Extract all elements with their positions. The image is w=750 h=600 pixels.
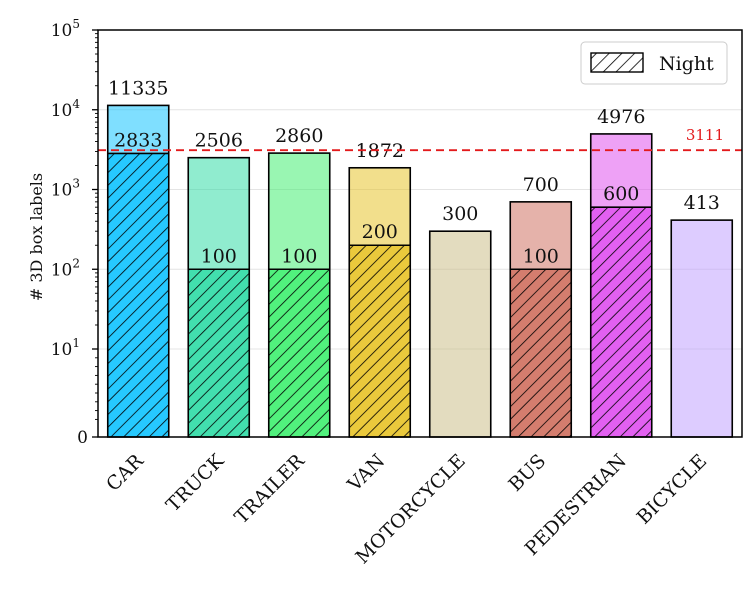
total-value-label: 413 <box>684 192 720 214</box>
bar-total-segment <box>268 153 330 270</box>
bar-night-hatch <box>510 269 572 437</box>
reference-line-label: 3111 <box>686 126 724 144</box>
y-tick-label: 0 <box>77 428 88 448</box>
night-value-label: 100 <box>281 245 317 267</box>
bar-total-segment <box>590 133 652 208</box>
bar-total-segment <box>349 167 411 246</box>
night-value-label: 100 <box>523 245 559 267</box>
category-label: CAR <box>102 449 148 495</box>
bar-night-hatch <box>268 269 330 437</box>
y-axis-title: # 3D box labels <box>27 173 46 301</box>
bar-night-hatch <box>590 207 652 437</box>
bar-total-segment <box>670 219 734 438</box>
legend-label: Night <box>659 53 714 75</box>
bar-total-segment <box>188 157 250 270</box>
bar-total-segment <box>428 230 492 438</box>
y-tick-label: 102 <box>51 256 80 280</box>
category-label: TRAILER <box>230 449 309 528</box>
total-value-label: 300 <box>442 203 478 225</box>
total-value-label: 2860 <box>275 125 323 147</box>
y-tick-label: 105 <box>51 17 80 41</box>
bar-night-hatch <box>349 245 411 437</box>
value-labels: 2833 11335 100 2506 100 2860 200 1872 300 100 700 6… <box>108 77 720 267</box>
night-value-label: 600 <box>603 183 639 205</box>
night-value-label: 2833 <box>114 129 162 151</box>
category-label: TRUCK <box>162 449 229 516</box>
category-label: VAN <box>343 450 390 497</box>
total-value-label: 4976 <box>597 106 645 128</box>
bars <box>106 104 734 438</box>
y-tick-label: 104 <box>51 97 81 121</box>
total-value-label: 1872 <box>356 140 404 162</box>
category-label: BUS <box>504 450 550 496</box>
y-tick-label: 103 <box>51 177 80 201</box>
night-value-label: 200 <box>362 221 398 243</box>
total-value-label: 11335 <box>108 77 168 99</box>
legend-hatch-swatch <box>590 52 644 73</box>
bar-total-segment <box>510 201 572 270</box>
y-tick-label: 101 <box>51 336 80 360</box>
bar-night-hatch <box>107 153 169 437</box>
total-value-label: 2506 <box>195 130 243 152</box>
reference-line-group: 3111 <box>98 126 742 152</box>
plot-frame <box>97 29 743 438</box>
night-value-label: 100 <box>201 245 237 267</box>
bar-night-hatch <box>188 269 250 437</box>
total-value-label: 700 <box>523 174 559 196</box>
legend: Night <box>580 41 728 85</box>
category-label: BICYCLE <box>633 450 712 529</box>
bar-total-segment <box>107 105 169 154</box>
